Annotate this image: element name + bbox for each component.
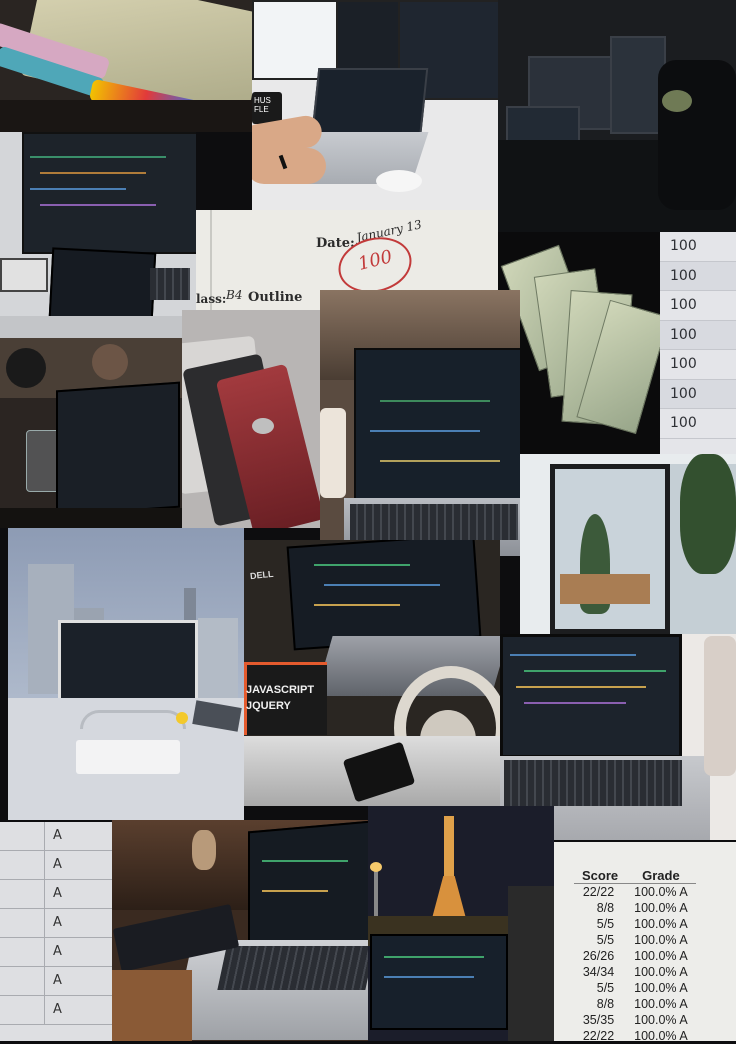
- score-cell: 100: [660, 232, 736, 262]
- restaurant-laptop-notebook-photo: [112, 820, 368, 1041]
- table-row: 5/5 100.0% A: [574, 932, 696, 948]
- table-row: 8/8 100.0% A: [574, 996, 696, 1012]
- letter-cell: A: [53, 857, 62, 872]
- table-row: 5/5 100.0% A: [574, 980, 696, 996]
- score-cell: 5/5: [596, 917, 615, 931]
- grade-cell: 100.0% A: [634, 965, 688, 979]
- score-cell: 100: [660, 379, 736, 409]
- letter-cell: A: [53, 944, 62, 959]
- grade-cell: 100.0% A: [634, 1029, 688, 1043]
- grade-cell: 100.0% A: [634, 885, 688, 899]
- score-cell: 5/5: [596, 981, 615, 995]
- macbook-bottle-photo: [500, 634, 736, 840]
- outline-label: Outline: [248, 290, 303, 305]
- letter-cell: A: [53, 1002, 62, 1017]
- dollar-bills-photo: [498, 232, 660, 454]
- office-window-photo: [520, 454, 736, 634]
- mug-text: HUS FLE: [254, 96, 271, 114]
- score-cell: 100: [660, 409, 736, 439]
- score-cell: 34/34: [582, 965, 615, 979]
- wallet-cash-photo: [0, 0, 252, 132]
- cafe-laptop-photo: [0, 338, 182, 528]
- score-cell: 26/26: [582, 949, 615, 963]
- table-row: 22/22 100.0% A: [574, 884, 696, 901]
- class-value: B4: [226, 288, 243, 302]
- grade-header: Grade: [626, 868, 696, 884]
- table-row: 5/5 100.0% A: [574, 916, 696, 932]
- score-cell: 22/22: [582, 1029, 615, 1043]
- monitor-laptop-stand-photo: [0, 132, 196, 338]
- table-row: 8/8 100.0% A: [574, 900, 696, 916]
- letter-cell: A: [53, 973, 62, 988]
- grade-cell: 100.0% A: [634, 917, 688, 931]
- eiffel-tower-laptop-photo: [368, 806, 554, 1041]
- table-row: 34/34 100.0% A: [574, 964, 696, 980]
- grade-cell: 100.0% A: [634, 901, 688, 915]
- letter-cell: A: [53, 828, 62, 843]
- score-header: Score: [574, 868, 627, 884]
- score-cell: 100: [660, 350, 736, 380]
- grade-cell: 100.0% A: [634, 949, 688, 963]
- letter-cell: A: [53, 915, 62, 930]
- skyline-monitor-photo: [8, 528, 244, 820]
- score-cell: 8/8: [596, 997, 615, 1011]
- score-cell: 8/8: [596, 901, 615, 915]
- letter-grade-column: A A A A A A A: [0, 822, 112, 1041]
- table-row: 22/22 100.0% A: [574, 1028, 696, 1044]
- letter-cell: A: [53, 886, 62, 901]
- score-cell: 22/22: [582, 885, 615, 899]
- book-title-line1: JAVASCRIPT: [246, 684, 315, 696]
- gradebook-table: Score Grade 22/22 100.0% A 8/8 100.0% A 5/…: [554, 842, 736, 1044]
- desk-laptop-hands-photo: HUS FLE: [252, 0, 498, 210]
- date-label: Date:: [316, 236, 355, 251]
- table-row: 35/35 100.0% A: [574, 1012, 696, 1028]
- score-cell: 35/35: [582, 1013, 615, 1027]
- monitor-brand-label: DELL: [249, 568, 274, 582]
- score-cell: 100: [660, 320, 736, 350]
- grade-cell: 100.0% A: [634, 997, 688, 1011]
- grade-cell: 100.0% A: [634, 981, 688, 995]
- laptop-headphones-book-photo: DELL JAVASCRIPT JQUERY: [244, 540, 500, 806]
- score-100-column: 100 100 100 100 100 100 100: [660, 232, 736, 454]
- class-label: lass:: [196, 292, 227, 306]
- table-row: 26/26 100.0% A: [574, 948, 696, 964]
- score-cell: 5/5: [596, 933, 615, 947]
- grade-cell: 100.0% A: [634, 1013, 688, 1027]
- laptop-coffee-photo: [320, 290, 520, 556]
- score-cell: 100: [660, 261, 736, 291]
- grade-cell: 100.0% A: [634, 933, 688, 947]
- book-title-line2: JQUERY: [246, 700, 291, 712]
- credit-cards-photo: [182, 310, 320, 528]
- score-cell: 100: [660, 291, 736, 321]
- dark-office-monitors-photo: [498, 0, 736, 232]
